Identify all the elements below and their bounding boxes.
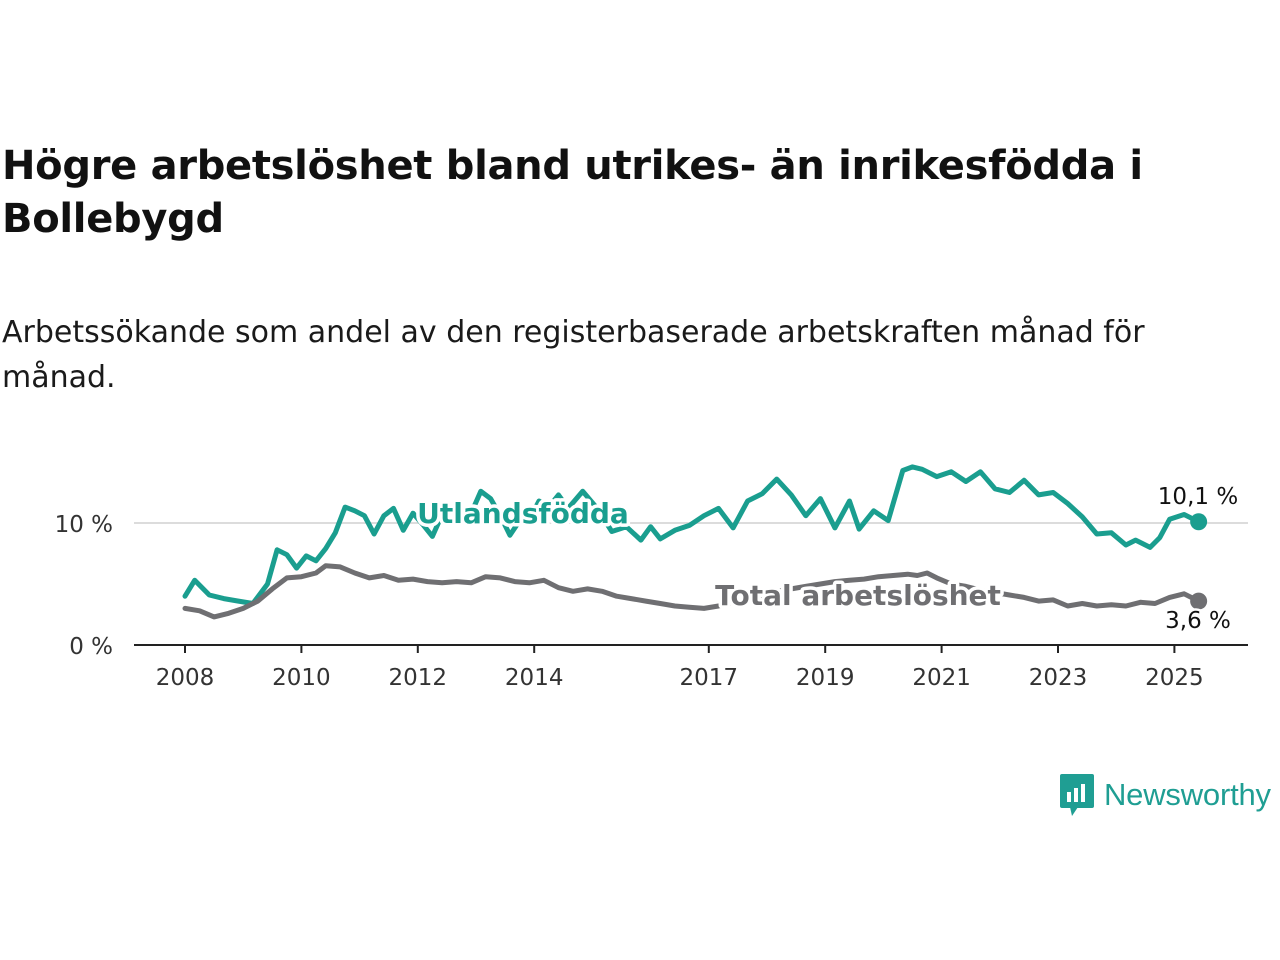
y-tick-label: 10 % [55, 512, 113, 538]
series-label: Total arbetslöshet [715, 579, 1001, 612]
y-tick-label: 0 % [69, 634, 113, 660]
x-tick-label: 2025 [1145, 665, 1204, 691]
x-tick-label: 2012 [389, 665, 448, 691]
x-tick-label: 2008 [156, 665, 215, 691]
brand-name: Newsworthy [1104, 777, 1271, 812]
series-end-point [1190, 513, 1208, 531]
series-line-total [182, 563, 1202, 620]
x-tick-label: 2023 [1029, 665, 1088, 691]
series-label: Utlandsfödda [417, 497, 629, 530]
end-value-label: 3,6 % [1165, 608, 1231, 634]
newsworthy-logo-icon [1060, 774, 1094, 816]
series-line-utlandsfodda [182, 464, 1202, 606]
x-tick-label: 2014 [505, 665, 564, 691]
x-tick-label: 2010 [272, 665, 331, 691]
x-tick-label: 2017 [680, 665, 739, 691]
end-value-label: 10,1 % [1158, 484, 1238, 510]
line-chart: 0 % 10 % Utlandsfödda Total arbetslöshet 10,… [55, 464, 1248, 691]
series-end-point [1190, 592, 1208, 610]
newsworthy-logo: Newsworthy [1060, 774, 1271, 816]
chart-title: Högre arbetslöshet bland utrikes- än inr… [2, 143, 1143, 242]
x-tick-label: 2019 [796, 665, 855, 691]
chart-subtitle: Arbetssökande som andel av den registerb… [2, 315, 1145, 395]
x-tick-label: 2021 [912, 665, 971, 691]
